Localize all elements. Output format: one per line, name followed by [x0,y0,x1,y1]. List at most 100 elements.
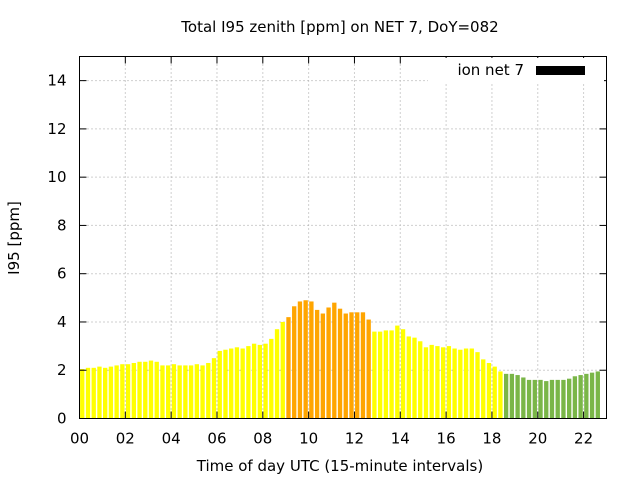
bar [515,375,520,419]
bar [103,367,108,419]
bar [263,343,268,419]
bar [326,307,331,419]
bar [160,365,165,419]
bar [589,372,595,419]
bar [475,352,480,419]
bar [549,379,555,419]
bar [148,360,154,419]
y-tick-label: 6 [57,265,67,283]
bar [143,361,148,419]
bar [578,375,583,419]
y-tick-label: 10 [47,168,66,186]
bar [114,365,119,419]
bar [303,300,308,419]
bar [269,338,274,419]
bar [503,373,509,419]
x-tick-label: 16 [437,430,456,448]
bar [435,346,440,419]
bar [418,341,423,419]
bar [337,308,343,419]
bar [561,379,566,419]
bar [229,348,234,419]
bar [166,365,171,419]
bar [481,359,486,419]
bar [177,365,182,419]
legend: ion net 7 [428,58,604,82]
bar [544,381,549,419]
bar [280,321,285,419]
bar [251,343,257,419]
x-tick-label: 06 [207,430,226,448]
x-tick-label: 20 [528,430,547,448]
bar [521,377,526,419]
bar [332,302,337,419]
bar [446,346,452,419]
bar [429,344,434,419]
bar [469,348,474,419]
bar [366,319,371,419]
bar [194,364,199,419]
bar [395,325,400,419]
bar [171,364,177,419]
bar [257,344,263,419]
bar [211,358,217,419]
bar [400,329,406,419]
y-tick-label: 14 [47,72,66,90]
bar [154,361,159,419]
x-tick-label: 18 [482,430,501,448]
y-tick-label: 8 [57,216,67,234]
bar [412,337,417,419]
x-axis-label: Time of day UTC (15-minute intervals) [196,457,483,475]
legend-label: ion net 7 [457,61,524,79]
bar [440,347,446,419]
bar [509,373,515,419]
bar [406,336,411,419]
grid-lines [79,56,607,419]
x-tick-label: 00 [70,430,89,448]
bar [360,312,366,419]
bar [246,346,251,419]
bar [125,364,131,419]
chart-title: Total I95 zenith [ppm] on NET 7, DoY=082 [180,18,498,36]
bar [120,364,125,419]
bar [572,376,578,419]
plot-frame [79,56,607,419]
y-tick-label: 0 [57,410,67,428]
bar [343,313,348,419]
bar [234,347,240,419]
bar [200,365,205,419]
bar [567,378,572,419]
bar [297,301,303,419]
bar [85,367,91,419]
bar [91,367,96,419]
y-tick-label: 2 [57,361,67,379]
bar [377,331,383,419]
y-tick-label: 12 [47,120,66,138]
bar [131,362,136,419]
bar [538,379,543,419]
bar [383,330,389,419]
bar [458,349,463,419]
bar [309,301,314,419]
bar [532,379,537,419]
bar [389,330,394,419]
x-tick-label: 14 [391,430,410,448]
bar [526,379,532,419]
x-tick-label: 12 [345,430,364,448]
bar [80,369,85,419]
bar [292,306,297,419]
x-tick-label: 04 [162,430,181,448]
bar [240,348,245,419]
bar [463,348,469,419]
bar [137,361,142,419]
bar [492,366,497,419]
bar [555,379,560,419]
bar [349,312,354,419]
x-tick-label: 10 [299,430,318,448]
bar [217,350,222,419]
bar [595,371,600,419]
bar [206,362,211,419]
bar [452,348,457,419]
